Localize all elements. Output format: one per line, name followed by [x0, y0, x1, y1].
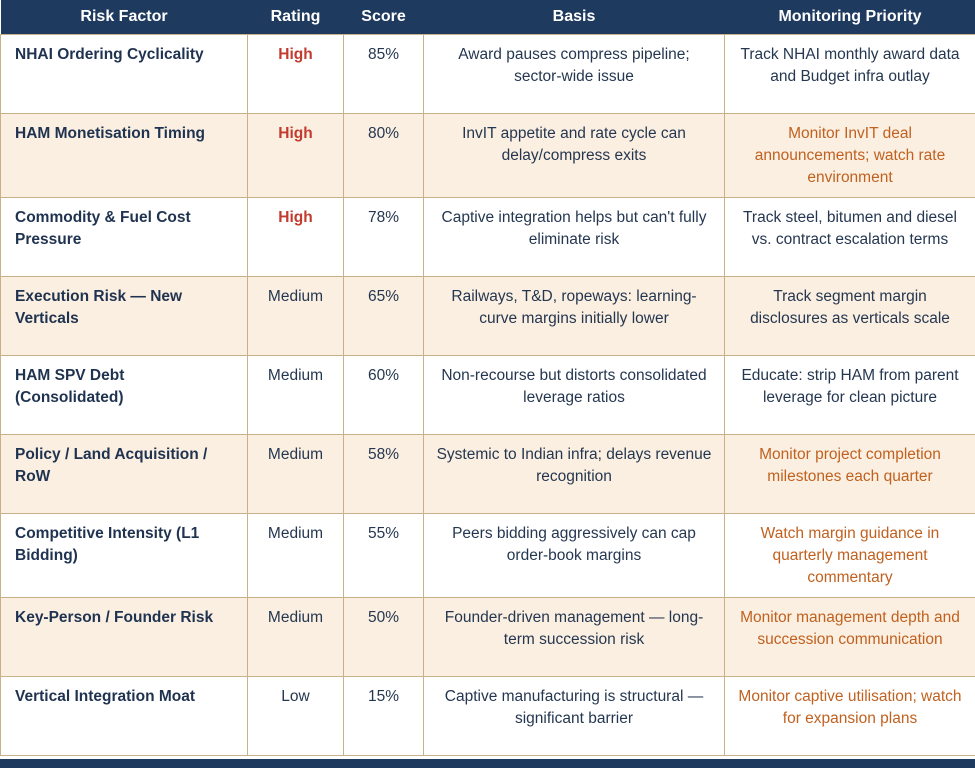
score-cell: 78% [343, 197, 424, 277]
table-row: HAM SPV Debt (Consolidated) Medium 60% N… [0, 355, 975, 435]
column-header-monitoring-priority: Monitoring Priority [724, 0, 975, 35]
monitoring-cell: Track segment margin disclosures as vert… [724, 276, 975, 356]
rating-cell: Medium [247, 513, 344, 598]
table-row: Execution Risk — New Verticals Medium 65… [0, 276, 975, 356]
basis-cell: InvIT appetite and rate cycle can delay/… [423, 113, 725, 198]
monitoring-cell: Monitor management depth and succession … [724, 597, 975, 677]
table-row: Key-Person / Founder Risk Medium 50% Fou… [0, 597, 975, 677]
risk-factor-cell: HAM Monetisation Timing [0, 113, 248, 198]
table-row: Vertical Integration Moat Low 15% Captiv… [0, 676, 975, 756]
monitoring-cell: Track steel, bitumen and diesel vs. cont… [724, 197, 975, 277]
column-header-rating: Rating [247, 0, 344, 35]
score-cell: 58% [343, 434, 424, 514]
table-row: NHAI Ordering Cyclicality High 85% Award… [0, 34, 975, 114]
basis-cell: Captive manufacturing is structural — si… [423, 676, 725, 756]
basis-cell: Non-recourse but distorts consolidated l… [423, 355, 725, 435]
basis-cell: Railways, T&D, ropeways: learning-curve … [423, 276, 725, 356]
rating-cell: High [247, 197, 344, 277]
score-cell: 65% [343, 276, 424, 356]
risk-factor-cell: Vertical Integration Moat [0, 676, 248, 756]
table-row: HAM Monetisation Timing High 80% InvIT a… [0, 113, 975, 198]
monitoring-cell: Educate: strip HAM from parent leverage … [724, 355, 975, 435]
table-row: Commodity & Fuel Cost Pressure High 78% … [0, 197, 975, 277]
score-cell: 85% [343, 34, 424, 114]
rating-cell: High [247, 113, 344, 198]
risk-factor-cell: NHAI Ordering Cyclicality [0, 34, 248, 114]
score-cell: 55% [343, 513, 424, 598]
column-header-score: Score [343, 0, 424, 35]
monitoring-cell: Monitor InvIT deal announcements; watch … [724, 113, 975, 198]
risk-factor-cell: Policy / Land Acquisition / RoW [0, 434, 248, 514]
score-cell: 60% [343, 355, 424, 435]
basis-cell: Peers bidding aggressively can cap order… [423, 513, 725, 598]
score-cell: 80% [343, 113, 424, 198]
column-header-risk-factor: Risk Factor [0, 0, 248, 35]
risk-factor-cell: Key-Person / Founder Risk [0, 597, 248, 677]
table-header: Risk Factor Rating Score Basis Monitorin… [0, 0, 975, 35]
basis-cell: Captive integration helps but can't full… [423, 197, 725, 277]
score-cell: 15% [343, 676, 424, 756]
table-row: Policy / Land Acquisition / RoW Medium 5… [0, 434, 975, 514]
table-row: Competitive Intensity (L1 Bidding) Mediu… [0, 513, 975, 598]
risk-factor-cell: Execution Risk — New Verticals [0, 276, 248, 356]
monitoring-cell: Monitor project completion milestones ea… [724, 434, 975, 514]
basis-cell: Systemic to Indian infra; delays revenue… [423, 434, 725, 514]
rating-cell: Medium [247, 434, 344, 514]
monitoring-cell: Monitor captive utilisation; watch for e… [724, 676, 975, 756]
rating-cell: Medium [247, 597, 344, 677]
basis-cell: Award pauses compress pipeline; sector-w… [423, 34, 725, 114]
column-header-basis: Basis [423, 0, 725, 35]
rating-cell: Low [247, 676, 344, 756]
rating-cell: Medium [247, 276, 344, 356]
bottom-accent-bar [0, 759, 975, 768]
rating-cell: Medium [247, 355, 344, 435]
rating-cell: High [247, 34, 344, 114]
basis-cell: Founder-driven management — long-term su… [423, 597, 725, 677]
risk-factor-cell: Competitive Intensity (L1 Bidding) [0, 513, 248, 598]
risk-factor-cell: HAM SPV Debt (Consolidated) [0, 355, 248, 435]
monitoring-cell: Watch margin guidance in quarterly manag… [724, 513, 975, 598]
monitoring-cell: Track NHAI monthly award data and Budget… [724, 34, 975, 114]
risk-factor-cell: Commodity & Fuel Cost Pressure [0, 197, 248, 277]
score-cell: 50% [343, 597, 424, 677]
